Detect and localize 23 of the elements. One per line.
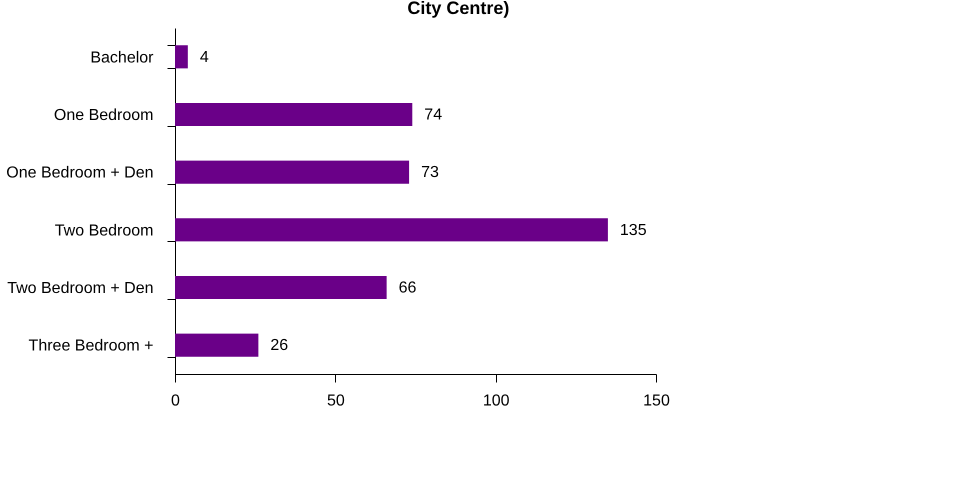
bar [175, 218, 608, 242]
x-tick-label: 50 [326, 392, 345, 410]
bar [175, 334, 258, 357]
bar [175, 276, 387, 300]
data-label: 73 [421, 164, 439, 182]
data-label: 135 [620, 222, 647, 239]
data-label: 66 [398, 280, 417, 296]
y-tick-label: Two Bedroom [54, 222, 154, 240]
x-tick-label: 100 [482, 392, 510, 410]
y-tick-label: Bachelor [90, 49, 154, 66]
y-tick-label: One Bedroom [54, 107, 154, 124]
y-tick-label: Two Bedroom + Den [7, 280, 154, 297]
chart-title: City Centre) [407, 0, 510, 18]
y-tick-label: Three Bedroom + [28, 338, 154, 355]
bar [175, 160, 410, 184]
bar [175, 45, 188, 68]
y-tick-label: One Bedroom + Den [6, 164, 154, 182]
x-tick-label: 150 [643, 392, 670, 410]
data-label: 26 [270, 337, 288, 354]
bar [175, 102, 412, 126]
x-tick-label: 0 [171, 392, 180, 410]
data-label: 4 [200, 48, 209, 66]
data-label: 74 [424, 106, 442, 124]
